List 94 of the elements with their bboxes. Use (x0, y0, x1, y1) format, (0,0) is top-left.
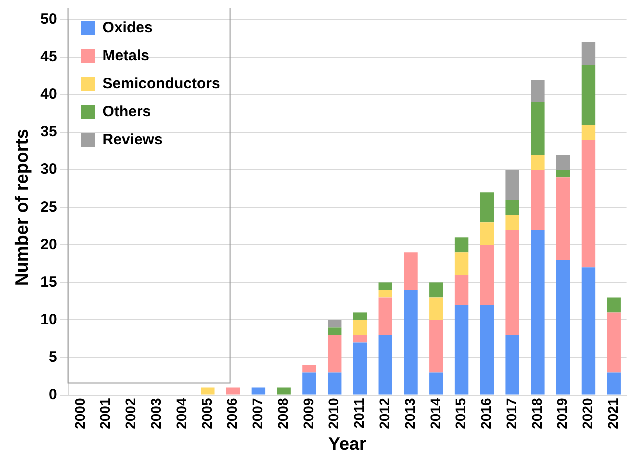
bar (531, 155, 545, 170)
legend-label: Others (102, 104, 152, 121)
x-tick-label: 2019 (554, 398, 570, 430)
x-tick-label: 2002 (122, 398, 139, 430)
bar (378, 335, 392, 395)
legend-label: Metals (102, 48, 150, 65)
x-tick-label: 2014 (427, 398, 444, 430)
bar (531, 230, 545, 395)
bar (454, 305, 469, 395)
bar (556, 178, 570, 260)
x-tick-label: 2007 (250, 398, 266, 430)
x-tick-label: 2017 (503, 398, 520, 430)
x-tick-label: 2020 (580, 398, 596, 430)
x-tick-label: 2001 (97, 398, 114, 430)
bar (404, 290, 418, 395)
bar (582, 42, 596, 66)
bar (531, 80, 545, 103)
bar (506, 230, 520, 336)
y-tick-label: 20 (40, 236, 58, 254)
bar (531, 102, 545, 156)
y-tick-label: 15 (40, 274, 58, 291)
x-tick-label: 2016 (478, 398, 494, 430)
bar (480, 245, 494, 306)
bar (201, 388, 215, 395)
x-tick-label: 2006 (224, 398, 240, 430)
bar (430, 320, 444, 373)
bar (277, 388, 291, 395)
bar (480, 222, 494, 246)
bar (556, 155, 570, 170)
x-tick-label: 2000 (72, 398, 88, 430)
bar (328, 320, 342, 328)
y-tick-label: 5 (48, 348, 58, 366)
x-axis-title: Year (328, 434, 367, 454)
bar (252, 388, 266, 395)
bar (607, 298, 621, 313)
x-tick-label: 2005 (198, 398, 215, 430)
bar (353, 320, 368, 336)
bar (506, 170, 520, 200)
bar (506, 200, 520, 216)
y-tick-label: 35 (40, 124, 58, 141)
x-tick-label: 2010 (326, 398, 342, 430)
bar (378, 282, 392, 290)
x-tick-label: 2003 (148, 398, 164, 430)
bar (430, 372, 444, 395)
x-tick-label: 2015 (452, 398, 469, 430)
y-tick-label: 45 (40, 48, 58, 66)
bar (506, 335, 520, 395)
bar (302, 372, 316, 395)
y-tick-label: 25 (40, 198, 58, 216)
bar (302, 365, 316, 373)
bar (430, 282, 444, 298)
x-tick-label: 2021 (604, 398, 621, 430)
bar (378, 298, 392, 336)
bar (404, 252, 418, 290)
bar (506, 215, 520, 230)
legend-label: Reviews (102, 132, 163, 149)
bar (328, 328, 342, 336)
bar (454, 238, 469, 253)
bar (430, 298, 444, 320)
bar (226, 388, 240, 395)
bar (378, 290, 392, 298)
y-tick-label: 50 (40, 11, 58, 28)
bar (556, 260, 570, 395)
bar (480, 192, 494, 223)
bar (353, 335, 368, 343)
bar (556, 170, 570, 178)
bar (531, 170, 545, 230)
bar (454, 275, 469, 306)
bar (353, 342, 368, 395)
bar (607, 372, 621, 395)
bar (582, 65, 596, 126)
y-axis-title: Number of reports (12, 129, 32, 286)
bar (582, 140, 596, 268)
bar (328, 335, 342, 373)
bar (353, 312, 368, 320)
y-tick-label: 10 (40, 311, 58, 328)
y-tick-label: 0 (48, 386, 58, 404)
y-tick-label: 30 (40, 161, 58, 178)
x-tick-label: 2008 (274, 398, 291, 430)
x-tick-label: 2011 (351, 398, 368, 429)
x-tick-label: 2009 (300, 398, 316, 430)
bar (480, 305, 494, 395)
x-tick-label: 2018 (528, 398, 545, 430)
y-tick-label: 40 (40, 86, 58, 104)
bar (328, 372, 342, 395)
bar (582, 125, 596, 140)
bar (607, 312, 621, 373)
x-tick-label: 2004 (173, 398, 190, 430)
legend-label: Semiconductors (102, 76, 220, 93)
bar (582, 268, 596, 395)
bar (454, 252, 469, 276)
legend-label: Oxides (102, 20, 153, 37)
x-tick-label: 2012 (376, 398, 392, 430)
x-tick-label: 2013 (402, 398, 418, 430)
